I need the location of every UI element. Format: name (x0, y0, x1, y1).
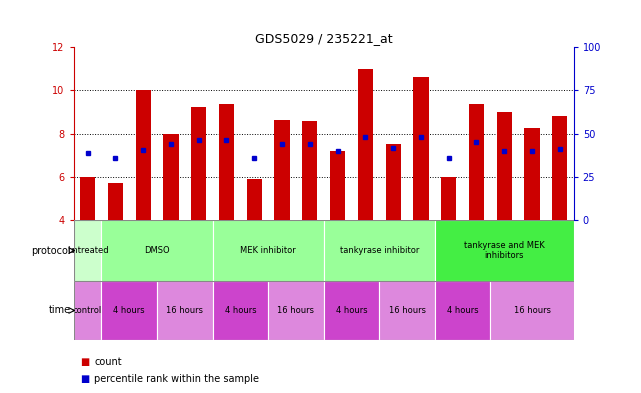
Bar (108, 183, 123, 220)
Text: untreated: untreated (67, 246, 108, 255)
Text: 4 hours: 4 hours (336, 306, 367, 315)
Bar (497, 112, 512, 220)
Bar (80, 177, 96, 220)
Bar (191, 107, 206, 220)
Bar (435, 281, 490, 340)
Bar (135, 90, 151, 220)
Text: protocol: protocol (31, 246, 71, 255)
Text: 4 hours: 4 hours (447, 306, 478, 315)
Bar (469, 105, 484, 220)
Bar (358, 69, 373, 220)
Bar (302, 121, 317, 220)
Bar (274, 119, 290, 220)
Text: tankyrase inhibitor: tankyrase inhibitor (340, 246, 419, 255)
Bar (268, 281, 324, 340)
Bar (213, 281, 268, 340)
Bar (219, 105, 234, 220)
Bar (385, 144, 401, 220)
Text: ■: ■ (80, 374, 89, 384)
Text: DMSO: DMSO (144, 246, 170, 255)
Bar (490, 281, 574, 340)
Bar (435, 220, 574, 281)
Bar (74, 281, 101, 340)
Bar (524, 128, 540, 220)
Bar (552, 116, 567, 220)
Text: tankyrase and MEK
inhibitors: tankyrase and MEK inhibitors (464, 241, 545, 260)
Bar (101, 281, 157, 340)
Text: GDS5029 / 235221_at: GDS5029 / 235221_at (255, 32, 392, 45)
Bar (441, 177, 456, 220)
Text: 16 hours: 16 hours (278, 306, 315, 315)
Bar (379, 281, 435, 340)
Bar (413, 77, 429, 220)
Bar (213, 220, 324, 281)
Text: 16 hours: 16 hours (166, 306, 203, 315)
Text: 4 hours: 4 hours (113, 306, 145, 315)
Text: MEK inhibitor: MEK inhibitor (240, 246, 296, 255)
Bar (101, 220, 213, 281)
Bar (157, 281, 213, 340)
Text: control: control (73, 306, 102, 315)
Bar (324, 281, 379, 340)
Text: ■: ■ (80, 356, 89, 367)
Bar (163, 134, 179, 220)
Bar (74, 220, 101, 281)
Text: count: count (94, 356, 122, 367)
Text: time: time (48, 305, 71, 316)
Text: 4 hours: 4 hours (224, 306, 256, 315)
Bar (324, 220, 435, 281)
Text: percentile rank within the sample: percentile rank within the sample (94, 374, 259, 384)
Text: 16 hours: 16 hours (513, 306, 551, 315)
Bar (247, 179, 262, 220)
Text: 16 hours: 16 hours (388, 306, 426, 315)
Bar (330, 151, 345, 220)
